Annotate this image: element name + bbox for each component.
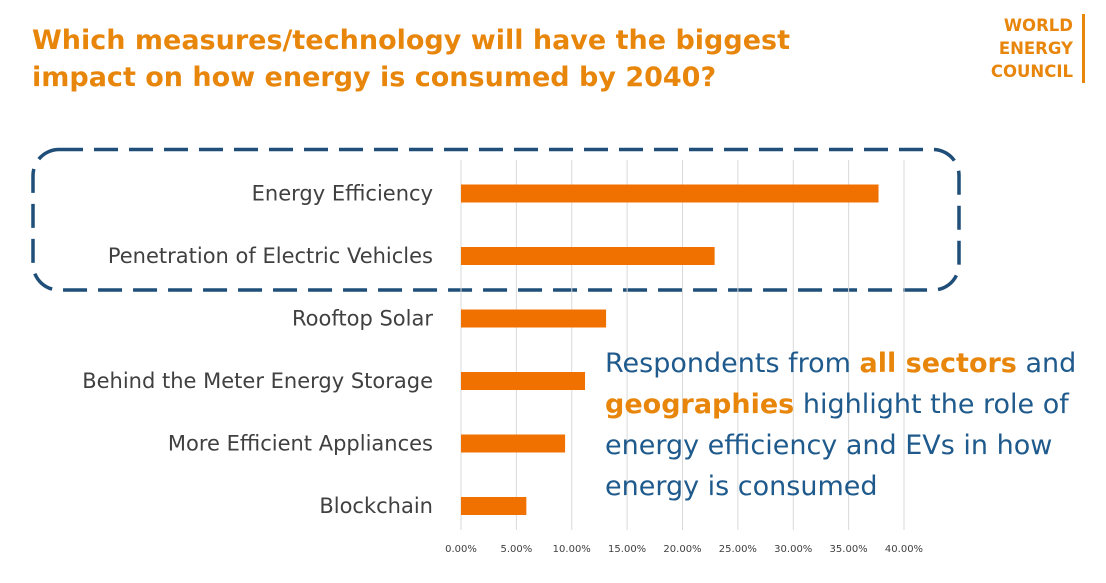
x-tick-label-8: 40.00% xyxy=(885,544,923,555)
logo-line-3: COUNCIL xyxy=(990,62,1073,81)
bars xyxy=(461,184,879,515)
logo-line-1: WORLD xyxy=(1003,16,1073,35)
x-tick-labels: 0.00% 5.00% 10.00% 15.00% 20.00% 25.00% 30.00%… xyxy=(445,544,923,555)
chart-title: Which measures/technology will have the … xyxy=(32,25,790,93)
bar-3 xyxy=(461,372,586,390)
bar-4 xyxy=(461,434,566,453)
bar-2 xyxy=(461,309,607,328)
bar-0 xyxy=(461,184,879,203)
category-label-2: Rooftop Solar xyxy=(292,307,433,331)
category-label-3: Behind the Meter Energy Storage xyxy=(82,369,433,393)
category-label-5: Blockchain xyxy=(319,494,433,518)
annotation-part-1: Respondents from xyxy=(605,348,860,379)
bar-5 xyxy=(461,497,527,515)
x-tick-label-2: 10.00% xyxy=(553,544,591,555)
annotation-highlight-sectors: all sectors xyxy=(859,348,1017,379)
x-tick-label-5: 25.00% xyxy=(719,544,757,555)
gridlines xyxy=(460,160,905,530)
x-tick-label-3: 15.00% xyxy=(608,544,646,555)
x-tick-label-6: 30.00% xyxy=(774,544,812,555)
bar-1 xyxy=(461,247,715,265)
category-label-1: Penetration of Electric Vehicles xyxy=(108,244,433,268)
logo-line-2: ENERGY xyxy=(998,39,1073,58)
annotation-part-2: and xyxy=(1016,348,1077,379)
category-label-0: Energy Efficiency xyxy=(252,182,433,206)
category-label-4: More Efficient Appliances xyxy=(168,432,433,456)
annotation-text: Respondents from all sectors and geograp… xyxy=(605,343,1095,507)
annotation-highlight-geographies: geographies xyxy=(605,389,795,420)
x-tick-label-4: 20.00% xyxy=(663,544,701,555)
highlight-box xyxy=(31,147,961,292)
x-tick-label-1: 5.00% xyxy=(500,544,532,555)
category-labels: Energy Efficiency Penetration of Electric… xyxy=(82,182,433,519)
x-tick-label-7: 35.00% xyxy=(830,544,868,555)
annotation-part-3: highlight the role of energy efficiency … xyxy=(605,389,1069,502)
world-energy-council-logo: WORLD ENERGY COUNCIL xyxy=(991,14,1085,83)
x-tick-label-0: 0.00% xyxy=(445,544,477,555)
